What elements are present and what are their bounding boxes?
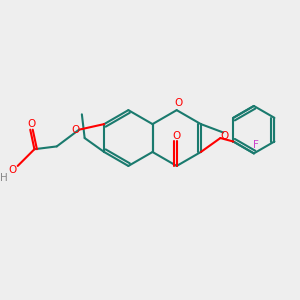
Text: O: O (27, 119, 35, 129)
Text: O: O (172, 131, 181, 141)
Text: H: H (0, 173, 8, 183)
Text: F: F (253, 140, 259, 150)
Text: O: O (220, 131, 229, 141)
Text: O: O (175, 98, 183, 108)
Text: O: O (9, 165, 17, 175)
Text: O: O (71, 125, 79, 135)
